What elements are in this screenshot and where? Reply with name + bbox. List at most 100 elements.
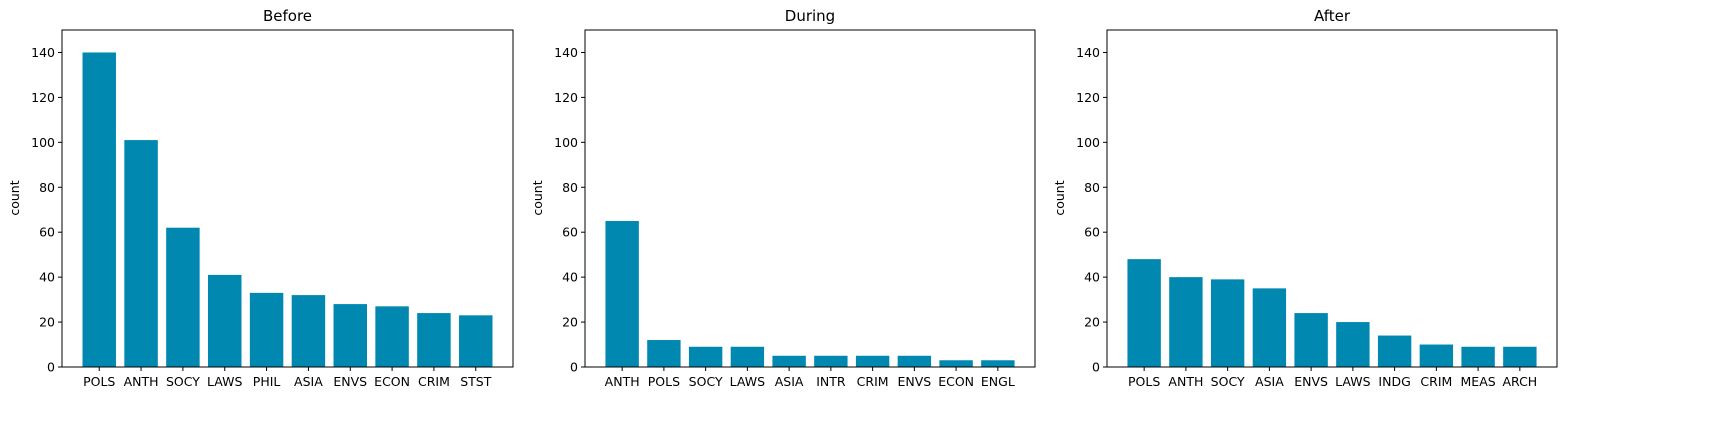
y-axis-label: count bbox=[530, 180, 545, 215]
y-tick-label: 140 bbox=[554, 45, 578, 60]
y-ticks: 0 20 40 60 80 100 120 140 bbox=[1076, 45, 1107, 375]
bar bbox=[647, 340, 681, 367]
y-tick-label: 40 bbox=[1084, 270, 1100, 285]
y-tick-label: 140 bbox=[31, 45, 55, 60]
x-tick-label: LAWS bbox=[1335, 374, 1370, 389]
bar bbox=[333, 304, 367, 367]
x-tick-label: ECON bbox=[938, 374, 974, 389]
y-tick-label: 120 bbox=[554, 90, 578, 105]
x-tick-label: ARCH bbox=[1502, 374, 1537, 389]
y-tick-label: 80 bbox=[39, 180, 55, 195]
x-tick-label: POLS bbox=[83, 374, 115, 389]
panel-during: During count 0 20 40 60 80 100 120 140 ANTH POLS… bbox=[530, 7, 1036, 389]
panel-before: Before count 0 20 40 60 80 100 120 140 POLS ANTH… bbox=[7, 7, 514, 389]
bars bbox=[1127, 259, 1537, 367]
x-tick-label: ENVS bbox=[1294, 374, 1328, 389]
x-tick-label: ENVS bbox=[333, 374, 367, 389]
x-tick-label: ANTH bbox=[605, 374, 640, 389]
bars bbox=[605, 220, 1015, 367]
bar bbox=[730, 346, 765, 367]
y-tick-label: 0 bbox=[47, 360, 55, 375]
bar bbox=[82, 52, 116, 367]
x-tick-label: CRIM bbox=[1420, 374, 1452, 389]
x-tick-label: ANTH bbox=[1168, 374, 1203, 389]
bar bbox=[1377, 335, 1412, 367]
x-ticks: POLS ANTH SOCY ASIA ENVS LAWS INDG CRIM MEAS ARCH bbox=[1128, 367, 1537, 389]
x-tick-label: PHIL bbox=[253, 374, 281, 389]
y-tick-label: 60 bbox=[39, 225, 55, 240]
y-tick-label: 100 bbox=[1076, 135, 1100, 150]
bar bbox=[605, 220, 639, 367]
bar bbox=[291, 295, 326, 367]
y-tick-label: 100 bbox=[554, 135, 578, 150]
bar bbox=[375, 306, 409, 367]
bar bbox=[1127, 259, 1161, 367]
x-tick-label: POLS bbox=[1128, 374, 1160, 389]
y-axis-label: count bbox=[1052, 180, 1067, 215]
y-tick-label: 60 bbox=[562, 225, 578, 240]
chart-title: After bbox=[1314, 7, 1351, 25]
x-tick-label: STST bbox=[460, 374, 492, 389]
y-tick-label: 120 bbox=[31, 90, 55, 105]
bar bbox=[1294, 313, 1328, 367]
y-ticks: 0 20 40 60 80 100 120 140 bbox=[31, 45, 62, 375]
bar bbox=[688, 346, 723, 367]
x-tick-label: MEAS bbox=[1461, 374, 1496, 389]
y-tick-label: 40 bbox=[39, 270, 55, 285]
bar bbox=[897, 355, 932, 367]
bar bbox=[1169, 277, 1203, 367]
bar bbox=[814, 355, 848, 367]
y-tick-label: 120 bbox=[1076, 90, 1100, 105]
y-axis-label: count bbox=[7, 180, 22, 215]
x-tick-label: ANTH bbox=[124, 374, 159, 389]
bar bbox=[1252, 288, 1287, 367]
bar bbox=[1503, 346, 1537, 367]
bar bbox=[124, 140, 158, 367]
y-tick-label: 80 bbox=[562, 180, 578, 195]
x-tick-label: INDG bbox=[1378, 374, 1410, 389]
x-tick-label: SOCY bbox=[1211, 374, 1245, 389]
bar bbox=[417, 313, 451, 367]
bar bbox=[1419, 344, 1454, 367]
bar bbox=[1461, 346, 1495, 367]
y-tick-label: 40 bbox=[562, 270, 578, 285]
x-tick-label: SOCY bbox=[689, 374, 723, 389]
chart-title: Before bbox=[263, 7, 312, 25]
bar bbox=[1210, 279, 1245, 367]
chart-title: During bbox=[785, 7, 835, 25]
bar bbox=[772, 355, 806, 367]
bar bbox=[249, 292, 284, 367]
x-tick-label: CRIM bbox=[857, 374, 889, 389]
bar bbox=[981, 360, 1015, 367]
bar bbox=[1336, 322, 1370, 367]
y-tick-label: 20 bbox=[1084, 315, 1100, 330]
x-tick-label: INTR bbox=[816, 374, 846, 389]
y-ticks: 0 20 40 60 80 100 120 140 bbox=[554, 45, 585, 375]
plot-frame bbox=[1106, 29, 1558, 368]
x-tick-label: SOCY bbox=[166, 374, 200, 389]
y-tick-label: 20 bbox=[562, 315, 578, 330]
x-tick-label: ECON bbox=[374, 374, 410, 389]
x-tick-label: LAWS bbox=[207, 374, 242, 389]
plot-frame bbox=[584, 29, 1036, 368]
panel-after: After count 0 20 40 60 80 100 120 140 POLS ANTH S… bbox=[1052, 7, 1558, 389]
bar bbox=[208, 274, 242, 367]
x-tick-label: ENVS bbox=[897, 374, 931, 389]
x-ticks: POLS ANTH SOCY LAWS PHIL ASIA ENVS ECON CRIM STST bbox=[83, 367, 492, 389]
x-tick-label: ASIA bbox=[775, 374, 804, 389]
y-tick-label: 60 bbox=[1084, 225, 1100, 240]
bars bbox=[82, 52, 493, 367]
bar bbox=[166, 227, 200, 367]
x-tick-label: ASIA bbox=[294, 374, 323, 389]
bar bbox=[939, 360, 973, 367]
x-tick-label: CRIM bbox=[418, 374, 450, 389]
bar bbox=[459, 315, 493, 367]
y-tick-label: 140 bbox=[1076, 45, 1100, 60]
y-tick-label: 80 bbox=[1084, 180, 1100, 195]
x-tick-label: ASIA bbox=[1255, 374, 1284, 389]
x-ticks: ANTH POLS SOCY LAWS ASIA INTR CRIM ENVS ECON ENGL bbox=[605, 367, 1015, 389]
x-tick-label: LAWS bbox=[730, 374, 765, 389]
y-tick-label: 100 bbox=[31, 135, 55, 150]
y-tick-label: 0 bbox=[1092, 360, 1100, 375]
